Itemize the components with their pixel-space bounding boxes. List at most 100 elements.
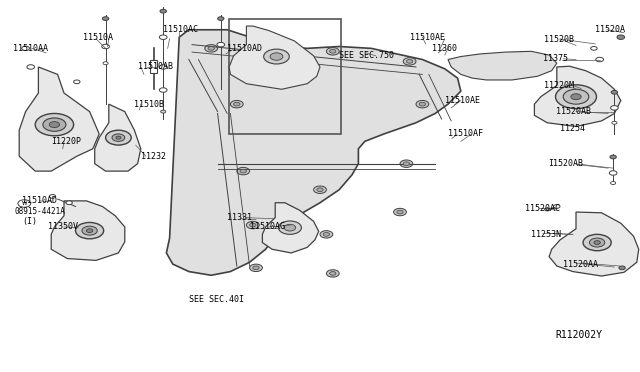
Text: 11520A: 11520A — [595, 25, 625, 34]
Text: 11220M: 11220M — [544, 81, 574, 90]
Circle shape — [22, 46, 29, 51]
Text: 11253N: 11253N — [531, 230, 561, 239]
Circle shape — [330, 272, 336, 275]
Circle shape — [619, 266, 625, 270]
Text: 11510AB: 11510AB — [138, 62, 173, 71]
Circle shape — [159, 65, 167, 69]
Circle shape — [103, 62, 108, 65]
Text: 11232: 11232 — [141, 152, 166, 161]
Text: 11520AC: 11520AC — [525, 204, 560, 213]
Circle shape — [611, 182, 616, 185]
Circle shape — [609, 171, 617, 175]
Text: 11331: 11331 — [227, 213, 252, 222]
Text: W: W — [22, 201, 27, 206]
Circle shape — [82, 226, 97, 235]
Circle shape — [205, 45, 218, 52]
Circle shape — [76, 222, 104, 239]
Circle shape — [571, 94, 581, 100]
Circle shape — [49, 122, 60, 128]
Circle shape — [159, 35, 167, 39]
Circle shape — [330, 49, 336, 53]
Circle shape — [323, 232, 330, 236]
Text: 11510AD: 11510AD — [22, 196, 58, 205]
Circle shape — [35, 113, 74, 136]
Circle shape — [403, 162, 410, 166]
Text: 11520AA: 11520AA — [563, 260, 598, 269]
Circle shape — [596, 57, 604, 62]
Circle shape — [419, 102, 426, 106]
Circle shape — [326, 270, 339, 277]
Circle shape — [612, 121, 617, 124]
Circle shape — [74, 80, 80, 84]
Circle shape — [237, 167, 250, 175]
Circle shape — [102, 44, 109, 49]
Circle shape — [43, 118, 66, 131]
Circle shape — [617, 35, 625, 39]
Circle shape — [563, 89, 589, 104]
Text: SEE SEC.750: SEE SEC.750 — [339, 51, 394, 60]
Circle shape — [284, 224, 296, 231]
Circle shape — [250, 264, 262, 272]
Circle shape — [406, 60, 413, 63]
Circle shape — [589, 238, 605, 247]
Circle shape — [161, 110, 166, 113]
Circle shape — [27, 65, 35, 69]
Text: 11375: 11375 — [543, 54, 568, 63]
Circle shape — [217, 42, 225, 47]
Circle shape — [234, 102, 240, 106]
Text: 08915-4421A: 08915-4421A — [14, 207, 65, 216]
Text: I1520AB: I1520AB — [548, 159, 583, 168]
Circle shape — [106, 130, 131, 145]
Text: I1220P: I1220P — [51, 137, 81, 146]
Text: 11520B: 11520B — [544, 35, 574, 44]
Circle shape — [264, 49, 289, 64]
Circle shape — [160, 9, 166, 13]
Circle shape — [218, 17, 224, 20]
Circle shape — [556, 85, 596, 109]
Circle shape — [397, 210, 403, 214]
Circle shape — [416, 100, 429, 108]
Circle shape — [86, 229, 93, 232]
Circle shape — [320, 231, 333, 238]
Polygon shape — [19, 67, 99, 171]
Text: 11510AG: 11510AG — [250, 222, 285, 231]
Circle shape — [240, 169, 246, 173]
Text: 11520AB: 11520AB — [556, 107, 591, 116]
Text: 11510AC: 11510AC — [163, 25, 198, 34]
Polygon shape — [95, 104, 141, 171]
Text: 11360: 11360 — [432, 44, 457, 53]
Circle shape — [314, 186, 326, 193]
Circle shape — [611, 90, 618, 94]
Circle shape — [102, 17, 109, 20]
Text: R112002Y: R112002Y — [556, 330, 602, 340]
Text: 11510AD: 11510AD — [227, 44, 262, 53]
Bar — [150, 61, 157, 74]
Circle shape — [246, 221, 259, 229]
Circle shape — [159, 88, 167, 92]
Circle shape — [394, 208, 406, 216]
Text: 11510AF: 11510AF — [448, 129, 483, 138]
Text: 11510AE: 11510AE — [410, 33, 445, 42]
Circle shape — [208, 46, 214, 50]
Text: 11254: 11254 — [560, 124, 585, 133]
Polygon shape — [166, 30, 461, 275]
Circle shape — [545, 208, 550, 211]
Circle shape — [591, 46, 597, 50]
Circle shape — [230, 100, 243, 108]
Circle shape — [253, 266, 259, 270]
Polygon shape — [534, 66, 621, 126]
Text: (I): (I) — [22, 217, 37, 226]
Bar — [229, 19, 341, 134]
Circle shape — [326, 48, 339, 55]
Text: 11510B: 11510B — [134, 100, 164, 109]
Text: 11350V: 11350V — [48, 222, 78, 231]
Polygon shape — [229, 26, 320, 89]
Circle shape — [583, 234, 611, 251]
Circle shape — [116, 136, 121, 139]
Polygon shape — [549, 212, 639, 276]
Circle shape — [403, 58, 416, 65]
Circle shape — [66, 201, 72, 205]
Text: 11510AE: 11510AE — [445, 96, 480, 105]
Circle shape — [270, 53, 283, 60]
Circle shape — [554, 205, 560, 208]
